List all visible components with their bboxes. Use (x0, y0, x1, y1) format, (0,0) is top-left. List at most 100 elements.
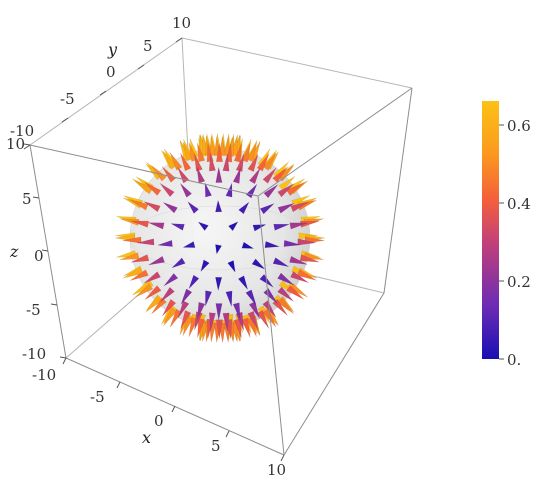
vector-arrow (170, 223, 185, 231)
vector-arrow (228, 221, 239, 232)
vector-arrow (241, 241, 255, 249)
vector-arrow (215, 143, 223, 162)
vector-arrow (130, 220, 149, 228)
vector-arrow (232, 302, 241, 321)
vector-arrow (222, 312, 230, 332)
vector-arrow (197, 318, 206, 338)
vector-arrow (161, 166, 177, 183)
z-tick-neg10: -10 (22, 345, 46, 363)
z-axis-label: z (9, 242, 19, 261)
vector-arrow (129, 269, 149, 281)
vector-arrow (289, 222, 308, 230)
vector-arrow (277, 165, 295, 182)
vector-arrow (182, 241, 196, 248)
vector-arrow (194, 153, 203, 172)
vector-arrow (134, 180, 153, 195)
vector-arrow (286, 285, 305, 300)
y-tick-0: 0 (106, 63, 116, 81)
vector-arrow (187, 201, 199, 214)
vector-arrow (289, 283, 308, 298)
y-tick-5: 5 (143, 37, 153, 55)
vector-arrow (215, 319, 223, 339)
vector-arrow (264, 241, 280, 248)
vector-arrow (215, 199, 223, 213)
vector-arrow (252, 224, 267, 232)
vector-arrow (246, 317, 257, 337)
vector-arrow (145, 295, 163, 313)
vector-arrow (263, 184, 279, 199)
vector-arrow (245, 183, 258, 199)
vector-arrow (241, 317, 251, 338)
vector-arrow (180, 288, 193, 305)
vector-arrow (144, 182, 162, 196)
vector-arrow (148, 256, 165, 266)
colorbar-tick-0: 0. (507, 351, 521, 369)
colorbar-tick-0.6: 0.6 (507, 117, 531, 135)
vector-arrow (262, 152, 277, 171)
vector-arrow (177, 166, 190, 184)
vector-arrow (209, 136, 217, 156)
vector-arrow (215, 303, 223, 321)
vector-arrow (122, 236, 142, 244)
vector-arrow (169, 308, 183, 328)
vector-arrow (122, 267, 143, 279)
y-axis-label: y (107, 40, 118, 59)
vector-arrow (215, 244, 222, 255)
vector-arrow (215, 276, 223, 291)
vector-arrow (290, 271, 309, 283)
vector-arrow (223, 136, 231, 156)
vector-arrow (163, 307, 177, 327)
vector-arrow (286, 182, 305, 196)
vector-arrow (248, 167, 261, 185)
vector-arrow (171, 257, 186, 269)
box-front-edges (29, 87, 413, 456)
vector-arrow (163, 151, 177, 170)
tick-marks (23, 37, 285, 462)
vector-arrow (151, 297, 167, 315)
vector-arrow (204, 182, 212, 198)
vector-arrow (259, 203, 275, 215)
vector-arrow (197, 221, 209, 232)
vector-arrow (160, 286, 175, 303)
x-axis-label: x (142, 428, 151, 447)
vector-arrow (177, 300, 190, 319)
vector-arrow (272, 257, 289, 267)
y-tick-neg5: -5 (60, 90, 75, 108)
vector-arrow (262, 308, 277, 328)
vector-arrow (135, 283, 154, 298)
vector-arrow (277, 272, 295, 286)
vector-arrow (237, 275, 248, 290)
vector-arrow (143, 201, 161, 213)
x-tick-neg10: -10 (32, 366, 56, 384)
vector-arrow (241, 143, 251, 163)
vector-arrow (246, 142, 257, 162)
vector-arrow (148, 222, 165, 230)
z-tick-10: 10 (6, 135, 25, 153)
vector-arrow (208, 312, 216, 331)
colorbar-tick-0.4: 0.4 (507, 195, 531, 213)
vector-arrow (297, 238, 317, 246)
vector-arrow (283, 239, 301, 247)
colorbar (482, 101, 499, 359)
vector-arrow (215, 167, 223, 183)
vector-arrow (256, 153, 270, 172)
vector-arrows (115, 133, 325, 343)
vector-arrow (277, 183, 295, 198)
vector-arrow (119, 252, 140, 260)
x-tick-neg5: -5 (90, 388, 105, 406)
vector-arrow (232, 167, 241, 184)
vector-arrow (262, 167, 277, 184)
vector-arrow (162, 299, 177, 317)
vector-arrow (169, 152, 183, 171)
vector-arrow (222, 153, 230, 172)
vector-arrow (290, 201, 309, 213)
vector-arrow (291, 195, 311, 207)
z-tick-0: 0 (34, 247, 44, 265)
vector-arrow (208, 153, 216, 172)
vector-arrow (233, 318, 242, 339)
vector-arrow (143, 271, 161, 284)
vector-arrow (196, 167, 206, 184)
vector-arrow (182, 316, 194, 336)
x-tick-10: 10 (267, 461, 286, 479)
vector-arrow (180, 153, 192, 172)
